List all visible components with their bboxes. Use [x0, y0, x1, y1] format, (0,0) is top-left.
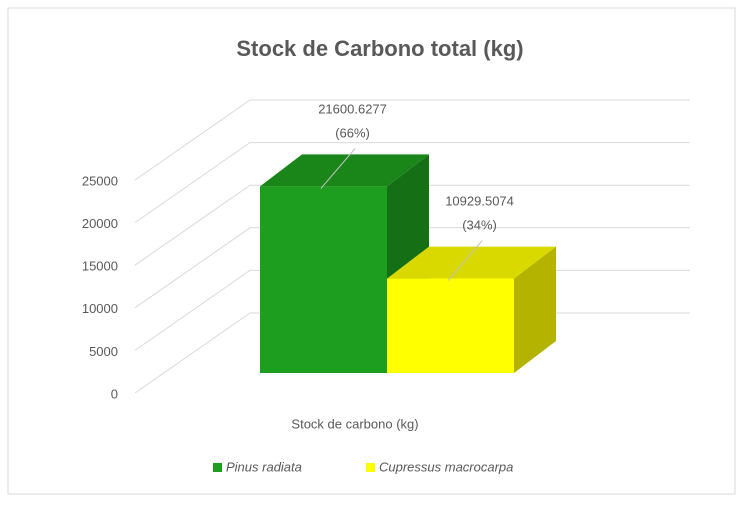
bar-side [514, 246, 556, 373]
chart-title: Stock de Carbono total (kg) [236, 36, 523, 61]
x-tick-label: Stock de carbono (kg) [291, 416, 418, 431]
y-tick-label: 20000 [82, 216, 118, 231]
legend-label: Cupressus macrocarpa [379, 459, 513, 474]
y-tick-label: 15000 [82, 259, 118, 274]
grid-line [134, 227, 690, 309]
grid-line [134, 142, 690, 224]
leader-line [320, 148, 356, 189]
grid-line [134, 99, 690, 181]
bar [260, 186, 387, 373]
y-tick-label: 25000 [82, 173, 118, 188]
y-tick-label: 5000 [89, 344, 118, 359]
bar-top [260, 154, 429, 187]
data-label: 21600.6277 (66%) [318, 102, 387, 141]
bar [387, 278, 514, 373]
legend-swatch [366, 463, 375, 472]
legend-swatch [213, 463, 222, 472]
leader-line [447, 240, 483, 281]
bar-top [387, 246, 556, 279]
grid-line [134, 184, 690, 266]
data-label: 10929.5074 (34%) [445, 194, 514, 233]
y-tick-label: 10000 [82, 301, 118, 316]
legend-label: Pinus radiata [226, 459, 302, 474]
y-tick-label: 0 [111, 386, 118, 401]
